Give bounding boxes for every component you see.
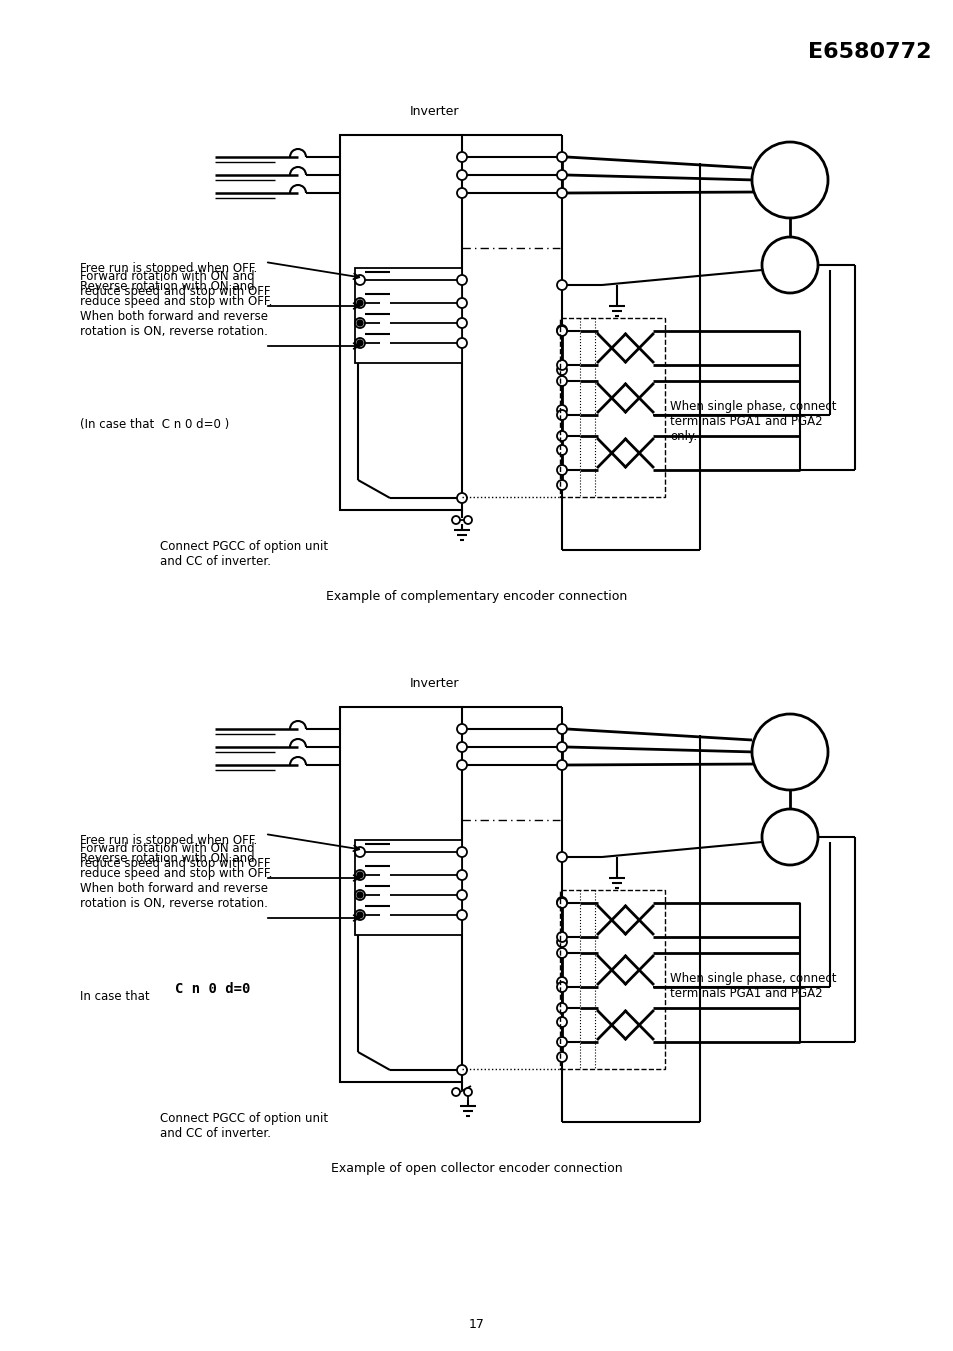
Circle shape <box>557 977 566 988</box>
Circle shape <box>356 892 363 898</box>
Circle shape <box>452 1088 459 1096</box>
Circle shape <box>557 1002 566 1013</box>
Text: Forward rotation with ON and
reduce speed and stop with OFF: Forward rotation with ON and reduce spee… <box>80 270 271 299</box>
Circle shape <box>557 938 566 947</box>
Circle shape <box>355 338 365 349</box>
Circle shape <box>557 724 566 734</box>
Circle shape <box>557 742 566 753</box>
Circle shape <box>557 465 566 476</box>
Circle shape <box>456 870 467 880</box>
Circle shape <box>557 444 566 455</box>
Circle shape <box>456 761 467 770</box>
Bar <box>355 840 461 935</box>
Circle shape <box>456 317 467 328</box>
Bar <box>339 135 461 509</box>
Circle shape <box>557 188 566 199</box>
Circle shape <box>557 898 566 908</box>
Circle shape <box>456 153 467 162</box>
Bar <box>559 890 664 1069</box>
Circle shape <box>751 713 827 790</box>
Bar <box>559 317 664 497</box>
Circle shape <box>557 897 566 907</box>
Circle shape <box>456 742 467 753</box>
Circle shape <box>355 317 365 328</box>
Text: Free run is stopped when OFF.: Free run is stopped when OFF. <box>80 834 257 847</box>
Text: When single phase, connect
terminals PGA1 and PGA2
only.: When single phase, connect terminals PGA… <box>669 400 836 443</box>
Circle shape <box>355 870 365 880</box>
Circle shape <box>557 170 566 180</box>
Text: C n 0 d=0: C n 0 d=0 <box>174 982 250 996</box>
Circle shape <box>557 153 566 162</box>
Circle shape <box>456 847 467 857</box>
Text: Example of open collector encoder connection: Example of open collector encoder connec… <box>331 1162 622 1175</box>
Circle shape <box>355 847 365 857</box>
Circle shape <box>557 932 566 942</box>
Text: Inverter: Inverter <box>410 677 459 690</box>
Circle shape <box>557 480 566 490</box>
Bar <box>339 707 461 1082</box>
Circle shape <box>557 948 566 958</box>
Circle shape <box>356 340 363 346</box>
Circle shape <box>456 911 467 920</box>
Circle shape <box>761 236 817 293</box>
Text: Forward rotation with ON and
reduce speed and stop with OFF: Forward rotation with ON and reduce spee… <box>80 842 271 870</box>
Circle shape <box>356 320 363 326</box>
Circle shape <box>355 276 365 285</box>
Circle shape <box>355 299 365 308</box>
Text: (In case that  C n 0 d=0 ): (In case that C n 0 d=0 ) <box>80 417 229 431</box>
Circle shape <box>557 405 566 415</box>
Circle shape <box>456 1065 467 1075</box>
Circle shape <box>456 188 467 199</box>
Circle shape <box>557 852 566 862</box>
Circle shape <box>557 982 566 992</box>
Circle shape <box>557 1017 566 1027</box>
Circle shape <box>557 365 566 376</box>
Circle shape <box>557 761 566 770</box>
Text: Connect PGCC of option unit
and CC of inverter.: Connect PGCC of option unit and CC of in… <box>160 1112 328 1140</box>
Circle shape <box>452 516 459 524</box>
Circle shape <box>456 890 467 900</box>
Circle shape <box>355 911 365 920</box>
Circle shape <box>761 809 817 865</box>
Circle shape <box>557 409 566 420</box>
Circle shape <box>557 326 566 336</box>
Circle shape <box>456 338 467 349</box>
Text: When single phase, connect
terminals PGA1 and PGA2: When single phase, connect terminals PGA… <box>669 971 836 1000</box>
Bar <box>355 267 461 363</box>
Circle shape <box>356 912 363 917</box>
Text: 17: 17 <box>469 1319 484 1332</box>
Text: E6580772: E6580772 <box>807 42 931 62</box>
Circle shape <box>456 276 467 285</box>
Circle shape <box>456 724 467 734</box>
Text: Connect PGCC of option unit
and CC of inverter.: Connect PGCC of option unit and CC of in… <box>160 540 328 567</box>
Circle shape <box>557 431 566 440</box>
Circle shape <box>456 170 467 180</box>
Circle shape <box>751 142 827 218</box>
Circle shape <box>557 1038 566 1047</box>
Circle shape <box>356 300 363 305</box>
Circle shape <box>557 376 566 386</box>
Text: Free run is stopped when OFF.: Free run is stopped when OFF. <box>80 262 257 276</box>
Circle shape <box>463 1088 472 1096</box>
Text: Reverse rotation with ON and
reduce speed and stop with OFF.
When both forward a: Reverse rotation with ON and reduce spee… <box>80 852 273 911</box>
Circle shape <box>356 871 363 878</box>
Circle shape <box>355 890 365 900</box>
Text: Example of complementary encoder connection: Example of complementary encoder connect… <box>326 590 627 603</box>
Circle shape <box>557 326 566 335</box>
Circle shape <box>463 516 472 524</box>
Circle shape <box>557 280 566 290</box>
Circle shape <box>456 299 467 308</box>
Text: Inverter: Inverter <box>410 105 459 118</box>
Text: In case that: In case that <box>80 990 153 1002</box>
Text: Reverse rotation with ON and
reduce speed and stop with OFF.
When both forward a: Reverse rotation with ON and reduce spee… <box>80 280 273 338</box>
Circle shape <box>557 1052 566 1062</box>
Circle shape <box>456 493 467 503</box>
Circle shape <box>557 359 566 370</box>
